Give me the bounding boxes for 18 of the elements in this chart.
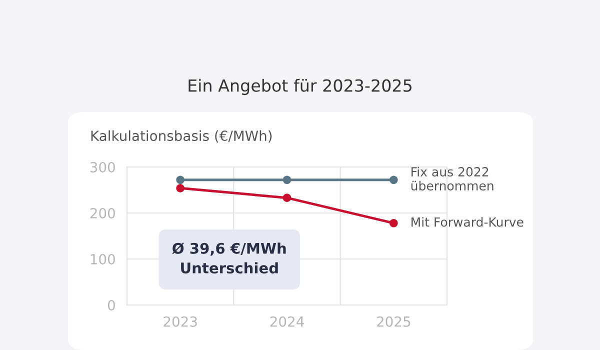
point (390, 218, 398, 228)
y-tick-label: 0 (108, 300, 115, 310)
point (282, 194, 292, 202)
point (176, 176, 184, 184)
series-label: Fix aus 2022 übernommen (411, 166, 494, 191)
chart-title: Ein Angebot für 2023-2025 (188, 78, 412, 96)
y-tick-label: 300 (90, 162, 115, 172)
y-tick-label: 100 (90, 254, 115, 264)
point (282, 176, 292, 184)
series-label: Mit Forward-Kurve (412, 217, 524, 227)
x-tick-label: 2023 (164, 316, 197, 327)
y-axis-title: Kalkulationsbasis (€/MWh) (91, 130, 272, 143)
point (176, 184, 184, 192)
annotation: Ø 39,6 €/MWh Unterschied (172, 242, 286, 274)
point (390, 176, 398, 184)
x-tick-label: 2024 (270, 316, 304, 327)
y-tick-label: 200 (90, 208, 115, 218)
x-tick-label: 2025 (377, 316, 410, 327)
